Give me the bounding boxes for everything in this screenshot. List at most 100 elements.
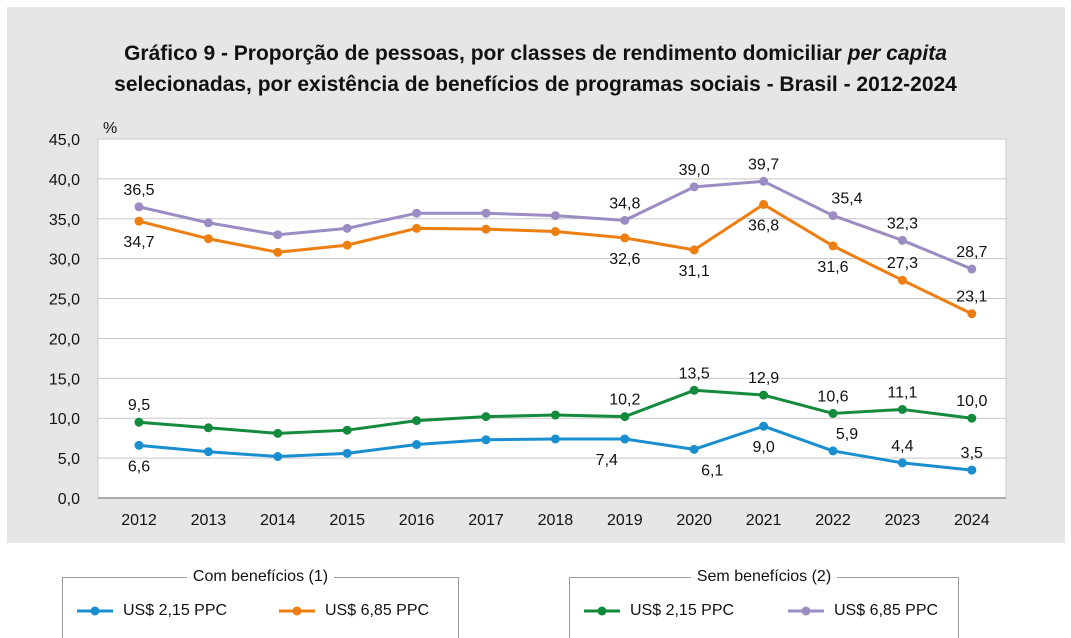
data-point-com-685 bbox=[203, 234, 213, 244]
data-point-sem-685 bbox=[828, 211, 838, 221]
legend-label-com-685: US$ 6,85 PPC bbox=[325, 602, 430, 619]
data-point-com-215 bbox=[550, 434, 560, 444]
legend-with-benefits: Com benefícios (1) US$ 2,15 PPC US$ 6,85… bbox=[62, 568, 459, 638]
data-label-sem-685: 34,8 bbox=[609, 195, 640, 212]
data-point-com-215 bbox=[412, 440, 422, 450]
data-label-com-685: 32,6 bbox=[609, 251, 640, 268]
x-tick-label: 2015 bbox=[329, 512, 365, 529]
x-tick-label: 2020 bbox=[676, 512, 712, 529]
data-point-com-685 bbox=[689, 245, 699, 255]
y-axis-unit-label: % bbox=[103, 120, 117, 137]
data-label-sem-685: 39,0 bbox=[679, 162, 710, 179]
y-tick-label: 25,0 bbox=[49, 292, 80, 309]
data-point-sem-685 bbox=[897, 235, 907, 245]
y-tick-label: 15,0 bbox=[49, 371, 80, 388]
data-point-sem-685 bbox=[134, 202, 144, 212]
data-label-com-685: 27,3 bbox=[887, 255, 918, 272]
chart-title-line-1: Gráfico 9 - Proporção de pessoas, por cl… bbox=[0, 42, 1071, 66]
data-label-sem-685: 32,3 bbox=[887, 215, 918, 232]
data-point-com-685 bbox=[273, 247, 283, 257]
data-point-sem-685 bbox=[759, 176, 769, 186]
data-label-sem-215: 10,6 bbox=[817, 388, 848, 405]
data-point-sem-215 bbox=[550, 410, 560, 420]
data-point-com-215 bbox=[689, 444, 699, 454]
data-point-com-215 bbox=[620, 434, 630, 444]
data-point-com-215 bbox=[203, 447, 213, 457]
data-point-sem-215 bbox=[481, 412, 491, 422]
data-point-sem-685 bbox=[967, 264, 977, 274]
legend-line-marker-icon bbox=[77, 606, 113, 616]
y-tick-label: 10,0 bbox=[49, 411, 80, 428]
x-tick-label: 2021 bbox=[746, 512, 782, 529]
data-point-com-215 bbox=[759, 421, 769, 431]
data-point-com-685 bbox=[481, 224, 491, 234]
data-point-sem-215 bbox=[828, 408, 838, 418]
data-point-sem-215 bbox=[897, 404, 907, 414]
data-point-com-215 bbox=[273, 452, 283, 462]
legend-line-marker-icon bbox=[279, 606, 315, 616]
x-tick-label: 2016 bbox=[399, 512, 435, 529]
data-label-com-215: 7,4 bbox=[596, 452, 618, 469]
data-point-com-685 bbox=[550, 227, 560, 237]
data-point-sem-685 bbox=[342, 223, 352, 233]
legend-label-com-215: US$ 2,15 PPC bbox=[123, 602, 228, 619]
chart-title-line-2: selecionadas, por existência de benefíci… bbox=[114, 73, 957, 96]
data-point-sem-685 bbox=[412, 208, 422, 218]
data-label-sem-215: 12,9 bbox=[748, 370, 779, 387]
data-label-com-685: 36,8 bbox=[748, 217, 779, 234]
x-tick-label: 2012 bbox=[121, 512, 157, 529]
data-label-com-215: 4,4 bbox=[891, 438, 913, 455]
data-point-sem-685 bbox=[481, 208, 491, 218]
data-point-com-215 bbox=[967, 465, 977, 475]
legend-with-benefits-title: Com benefícios (1) bbox=[186, 568, 335, 585]
legend-dot-com-215 bbox=[90, 606, 100, 616]
y-tick-label: 35,0 bbox=[49, 212, 80, 229]
data-point-com-215 bbox=[481, 435, 491, 445]
x-tick-label: 2023 bbox=[885, 512, 921, 529]
data-point-sem-215 bbox=[759, 390, 769, 400]
data-point-sem-685 bbox=[550, 211, 560, 221]
chart-title-italic: per capita bbox=[847, 42, 947, 65]
legend-line-marker-icon bbox=[788, 606, 824, 616]
line-chart: 0,0 5,0 10,0 15,0 20,0 25,0 30,0 35,0 40,0 45,0% 2… bbox=[49, 120, 1007, 529]
x-tick-label: 2022 bbox=[815, 512, 851, 529]
data-point-sem-685 bbox=[689, 182, 699, 192]
x-tick-label: 2013 bbox=[191, 512, 227, 529]
y-tick-label: 20,0 bbox=[49, 331, 80, 348]
x-tick-label: 2018 bbox=[538, 512, 574, 529]
data-point-sem-685 bbox=[620, 215, 630, 225]
data-point-sem-215 bbox=[689, 385, 699, 395]
y-tick-label: 45,0 bbox=[49, 132, 80, 149]
y-tick-label: 5,0 bbox=[58, 451, 80, 468]
data-label-sem-215: 13,5 bbox=[679, 365, 710, 382]
x-tick-label: 2017 bbox=[468, 512, 504, 529]
plot-area bbox=[98, 139, 1006, 498]
data-point-com-215 bbox=[342, 448, 352, 458]
data-label-com-215: 6,1 bbox=[701, 462, 723, 479]
legend-dot-sem-685 bbox=[801, 606, 811, 616]
data-point-sem-215 bbox=[967, 413, 977, 423]
data-point-com-215 bbox=[828, 446, 838, 456]
data-label-sem-685: 28,7 bbox=[956, 244, 987, 261]
data-point-sem-685 bbox=[203, 218, 213, 228]
data-label-com-685: 34,7 bbox=[123, 234, 154, 251]
legend-line-marker-icon bbox=[584, 606, 620, 616]
legend-without-benefits-title: Sem benefícios (2) bbox=[690, 568, 838, 585]
data-label-sem-215: 11,1 bbox=[887, 384, 917, 401]
legend-dot-sem-215 bbox=[597, 606, 607, 616]
data-point-com-685 bbox=[828, 241, 838, 251]
data-label-sem-215: 10,0 bbox=[956, 393, 987, 410]
data-point-com-685 bbox=[412, 223, 422, 233]
data-label-com-215: 6,6 bbox=[128, 458, 150, 475]
data-point-com-685 bbox=[134, 216, 144, 226]
data-label-sem-215: 10,2 bbox=[609, 392, 640, 409]
x-tick-label: 2024 bbox=[954, 512, 990, 529]
legend-without-benefits: Sem benefícios (2) US$ 2,15 PPC US$ 6,85… bbox=[569, 568, 959, 638]
data-label-com-215: 5,9 bbox=[836, 426, 858, 443]
data-point-sem-215 bbox=[134, 417, 144, 427]
x-tick-label: 2014 bbox=[260, 512, 296, 529]
data-label-sem-685: 36,5 bbox=[123, 182, 154, 199]
data-point-com-685 bbox=[759, 199, 769, 209]
data-point-com-685 bbox=[897, 275, 907, 285]
data-point-sem-685 bbox=[273, 230, 283, 240]
